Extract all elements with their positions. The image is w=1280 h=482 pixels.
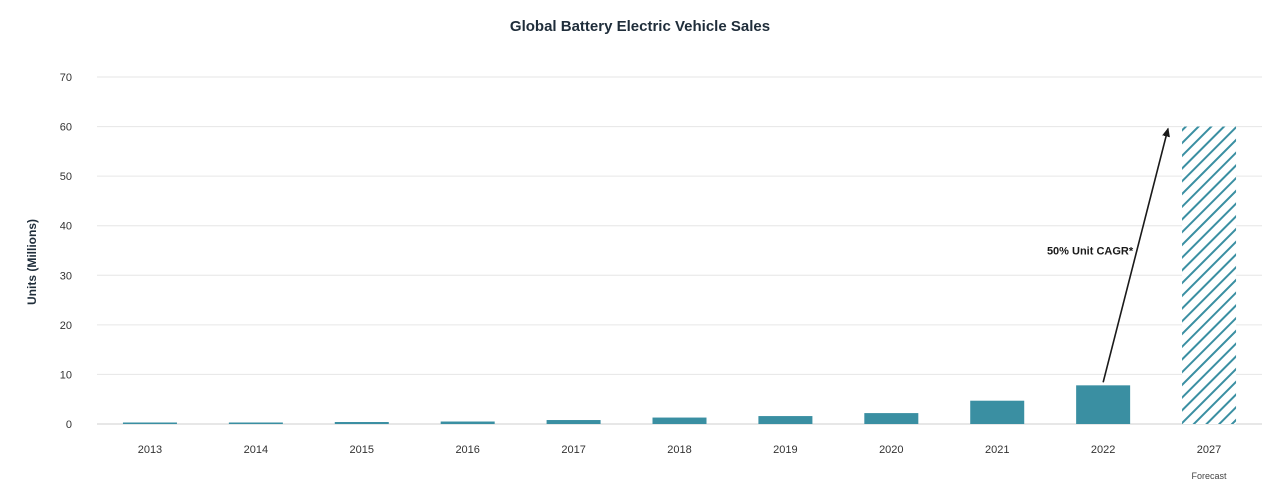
bar [228,422,283,424]
x-tick-label: 2027 [1197,444,1221,456]
bar [1182,126,1237,425]
bar [122,422,177,424]
x-tick-label: 2019 [773,444,797,456]
y-tick-label: 30 [60,270,72,282]
x-tick-label: 2015 [350,444,374,456]
bar [758,416,813,424]
chart-title: Global Battery Electric Vehicle Sales [509,18,771,35]
x-tick-label: 2016 [455,444,479,456]
bar [334,422,389,424]
bar [440,421,495,424]
y-tick-label: 60 [60,122,72,134]
cagr-arrow [1102,127,1170,383]
cagr-annotation: 50% Unit CAGR* [1047,246,1134,258]
y-tick-label: 40 [60,221,72,233]
bar [1076,385,1131,424]
bar [970,400,1025,424]
y-tick-label: 10 [60,369,72,381]
forecast-label: Forecast [1192,471,1228,481]
x-tick-label: 2014 [244,444,268,456]
y-tick-label: 0 [66,419,72,431]
y-tick-label: 70 [60,72,72,84]
x-tick-label: 2017 [561,444,585,456]
bar [546,420,601,424]
bar [864,413,919,424]
x-tick-label: 2020 [879,444,903,456]
x-tick-label: 2022 [1091,444,1115,456]
y-tick-label: 20 [60,320,72,332]
x-tick-label: 2021 [985,444,1009,456]
x-tick-label: 2018 [667,444,691,456]
bar [652,417,707,424]
x-tick-label: 2013 [138,444,162,456]
y-tick-label: 50 [60,171,72,183]
